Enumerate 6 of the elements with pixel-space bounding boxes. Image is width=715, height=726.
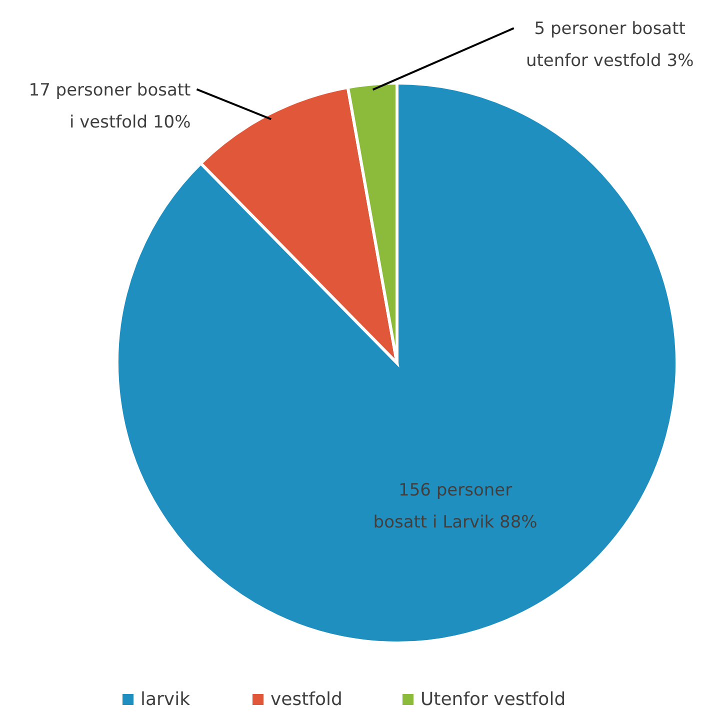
data-label: 17 personer bosatt i vestfold 10% [28,80,192,132]
legend-label: larvik [140,689,191,710]
legend-label: Utenfor vestfold [420,689,566,710]
data-label: 156 personer bosatt i Larvik 88% [373,480,538,533]
data-label: 5 personer bosatt utenfor vestfold 3% [526,19,694,72]
legend-label: vestfold [270,689,342,710]
